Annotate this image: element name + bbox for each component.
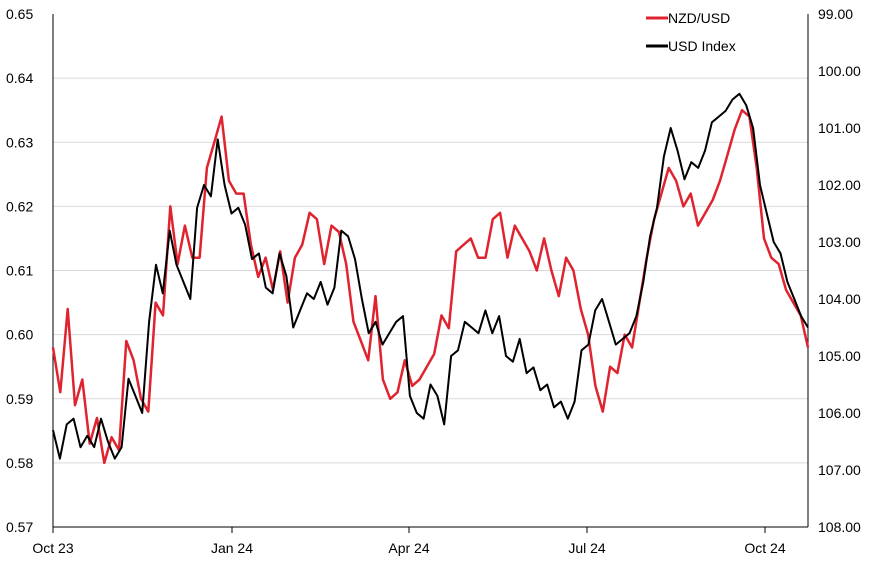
x-tick-label: Oct 24 [744, 540, 785, 556]
series-line-nzdusd [51, 108, 810, 465]
right-y-tick-label: 104.00 [818, 291, 861, 307]
legend-label-nzdusd: NZD/USD [668, 10, 730, 26]
x-tick-label: Jul 24 [568, 540, 606, 556]
x-tick-label: Jan 24 [211, 540, 253, 556]
left-y-tick-label: 0.65 [6, 6, 33, 22]
right-y-tick-label: 105.00 [818, 348, 861, 364]
axes-layer: 0.65 0.64 0.63 0.62 0.61 0.60 0.59 0.58 0.57 99.0… [6, 6, 861, 556]
right-y-tick-label: 102.00 [818, 177, 861, 193]
left-y-tick-label: 0.60 [6, 327, 33, 343]
right-y-tick-label: 99.00 [818, 6, 853, 22]
series-line-usd-index [52, 92, 809, 460]
right-y-tick-label: 106.00 [818, 405, 861, 421]
right-y-tick-label: 100.00 [818, 63, 861, 79]
left-y-tick-label: 0.63 [6, 134, 33, 150]
right-y-tick-label: 108.00 [818, 519, 861, 535]
left-y-tick-label: 0.64 [6, 70, 33, 86]
left-y-tick-label: 0.58 [6, 455, 33, 471]
left-y-tick-label: 0.62 [6, 198, 33, 214]
left-y-tick-label: 0.59 [6, 391, 33, 407]
legend-label-usd-index: USD Index [668, 38, 736, 54]
left-y-tick-label: 0.61 [6, 263, 33, 279]
right-y-tick-label: 107.00 [818, 462, 861, 478]
left-y-tick-label: 0.57 [6, 519, 33, 535]
legend: NZD/USD USD Index [646, 10, 736, 54]
x-tick-label: Apr 24 [388, 540, 429, 556]
series-layer [51, 92, 810, 465]
x-tick-label: Oct 23 [32, 540, 73, 556]
right-y-tick-label: 103.00 [818, 234, 861, 250]
right-y-tick-label: 101.00 [818, 120, 861, 136]
